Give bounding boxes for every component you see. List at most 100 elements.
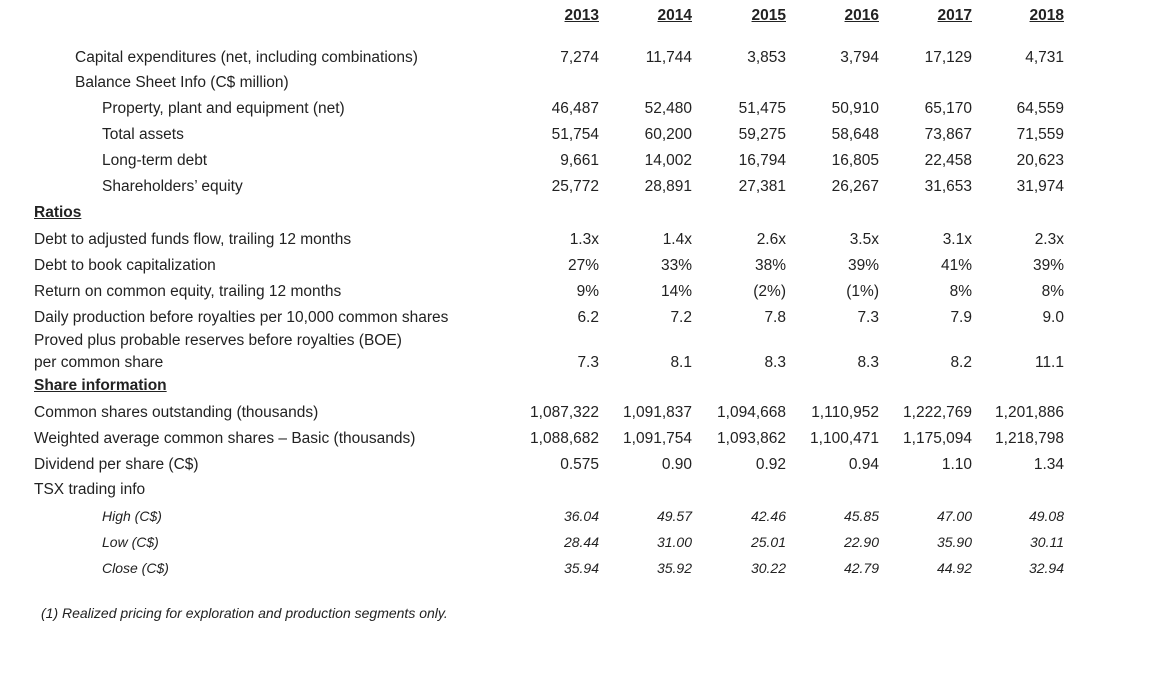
year-header: 2014 [657, 7, 692, 24]
row-value: 27% [567, 257, 599, 274]
table-row: Property, plant and equipment (net) 46,4… [0, 98, 1163, 120]
row-label: Weighted average common shares – Basic (… [34, 430, 416, 447]
row-label: Total assets [102, 126, 184, 143]
row-value: 31.00 [656, 534, 692, 550]
row-value: 14,002 [644, 152, 692, 169]
row-value: 3.1x [942, 231, 972, 248]
section-heading-row: Ratios [0, 202, 1163, 224]
row-label: Debt to book capitalization [34, 257, 216, 274]
row-value: 20,623 [1016, 152, 1064, 169]
row-value: 46,487 [551, 100, 599, 117]
row-value: 1.10 [941, 456, 972, 473]
row-value: 64,559 [1016, 100, 1064, 117]
row-value: 1,110,952 [811, 404, 879, 421]
row-value: 1.34 [1033, 456, 1064, 473]
row-value: 65,170 [924, 100, 972, 117]
row-label: Dividend per share (C$) [34, 456, 199, 473]
row-value: 28,891 [644, 178, 692, 195]
row-value: 52,480 [644, 100, 692, 117]
table-row: Total assets 51,754 60,200 59,275 58,648… [0, 124, 1163, 146]
row-label: per common share [34, 354, 164, 371]
row-label: Long-term debt [102, 152, 208, 169]
section-heading-ratios: Ratios [34, 204, 82, 221]
row-value: 25.01 [750, 534, 786, 550]
row-value: 1,087,322 [530, 404, 599, 421]
row-value: 7.3 [857, 309, 879, 326]
row-label: Shareholders’ equity [102, 178, 243, 195]
row-value: 7.2 [670, 309, 692, 326]
row-value: 8.1 [670, 354, 692, 371]
row-value: 1,175,094 [903, 430, 972, 447]
row-value: 60,200 [644, 126, 692, 143]
row-label: Low (C$) [102, 534, 159, 550]
row-value: 33% [660, 257, 692, 274]
row-value: 58,648 [831, 126, 879, 143]
row-value: 39% [847, 257, 879, 274]
row-value: 16,805 [831, 152, 879, 169]
row-value: 44.92 [936, 560, 972, 576]
row-value: 11.1 [1034, 354, 1064, 371]
row-value: 41% [940, 257, 972, 274]
row-label: Close (C$) [102, 560, 169, 576]
table-row: Long-term debt 9,661 14,002 16,794 16,80… [0, 150, 1163, 172]
row-value: 4,731 [1025, 49, 1064, 66]
table-row: Capital expenditures (net, including com… [0, 47, 1163, 69]
row-value: 51,754 [551, 126, 599, 143]
row-value: 35.94 [563, 560, 599, 576]
row-value: 32.94 [1028, 560, 1064, 576]
row-value: 0.90 [661, 456, 692, 473]
row-label: Proved plus probable reserves before roy… [34, 332, 402, 349]
year-header: 2018 [1029, 7, 1064, 24]
table-row: per common share 7.3 8.1 8.3 8.3 8.2 11.… [0, 352, 1163, 374]
row-label: High (C$) [102, 508, 162, 524]
row-value: 35.92 [656, 560, 692, 576]
year-header: 2013 [564, 7, 599, 24]
row-value: 1,201,886 [995, 404, 1064, 421]
row-value: 1,094,668 [717, 404, 786, 421]
row-value: 42.79 [843, 560, 879, 576]
section-heading-share-information: Share information [34, 377, 167, 394]
year-header: 2015 [751, 7, 786, 24]
row-value: 7.3 [577, 354, 599, 371]
row-value: 30.22 [750, 560, 786, 576]
row-value: 17,129 [924, 49, 972, 66]
row-value: 9.0 [1042, 309, 1064, 326]
table-row: Low (C$) 28.44 31.00 25.01 22.90 35.90 3… [0, 531, 1163, 553]
row-value: 3,853 [747, 49, 786, 66]
row-value: 49.08 [1028, 508, 1064, 524]
subsection-heading: TSX trading info [34, 481, 146, 498]
row-value: 71,559 [1016, 126, 1064, 143]
row-value: 1.3x [569, 231, 599, 248]
row-value: 1,100,471 [810, 430, 879, 447]
row-value: 0.575 [560, 456, 599, 473]
row-value: 31,974 [1016, 178, 1064, 195]
row-value: 8.3 [764, 354, 786, 371]
row-label: Daily production before royalties per 10… [34, 309, 449, 326]
year-header: 2017 [937, 7, 972, 24]
row-value: 8% [1041, 283, 1064, 300]
row-value: 0.94 [848, 456, 879, 473]
row-label: Return on common equity, trailing 12 mon… [34, 283, 342, 300]
table-row: Weighted average common shares – Basic (… [0, 428, 1163, 450]
row-value: 28.44 [563, 534, 599, 550]
row-value: 22,458 [924, 152, 972, 169]
subsection-heading-row: Balance Sheet Info (C$ million) [0, 72, 1163, 94]
row-value: 2.3x [1034, 231, 1064, 248]
table-row: Debt to book capitalization 27% 33% 38% … [0, 255, 1163, 277]
table-row: Debt to adjusted funds flow, trailing 12… [0, 229, 1163, 251]
row-value: 1,218,798 [995, 430, 1064, 447]
year-header: 2016 [844, 7, 879, 24]
subsection-heading: Balance Sheet Info (C$ million) [75, 74, 289, 91]
footnote: (1) Realized pricing for exploration and… [41, 605, 448, 621]
row-value: 7.9 [950, 309, 972, 326]
row-value: 49.57 [656, 508, 692, 524]
row-value: 1.4x [662, 231, 692, 248]
year-header-row: 2013 2014 2015 2016 2017 2018 [0, 5, 1163, 27]
row-value: 31,653 [924, 178, 972, 195]
row-value: 1,093,862 [717, 430, 786, 447]
row-value: 35.90 [936, 534, 972, 550]
row-value: 8% [949, 283, 972, 300]
row-value: 25,772 [551, 178, 599, 195]
row-value: 0.92 [755, 456, 786, 473]
